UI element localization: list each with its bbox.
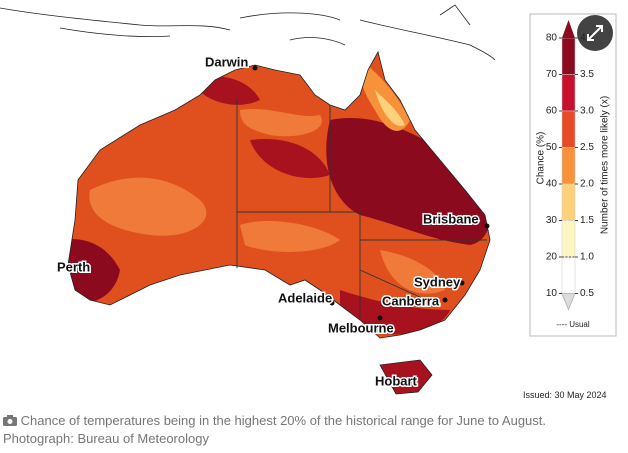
legend-bottom-arrow: [561, 293, 576, 311]
caption-credit: Photograph: Bureau of Meteorology: [3, 431, 209, 446]
legend-top-arrow: [562, 20, 575, 38]
city-dot: [252, 65, 258, 71]
city-dot: [377, 315, 383, 321]
neighbour-coastlines: [0, 4, 496, 61]
caption: Chance of temperatures being in the high…: [3, 412, 623, 448]
city-dot: [459, 280, 465, 286]
issued-date: Issued: 30 May 2024: [523, 390, 607, 400]
legend-usual: ---- Usual: [556, 320, 590, 329]
legend-right-label: 2.0: [580, 179, 594, 190]
legend-right-label: 1.5: [580, 215, 594, 226]
city-dot: [329, 300, 335, 306]
legend-right-label: 3.0: [580, 106, 594, 117]
state-borders: [236, 98, 487, 318]
city-dot: [412, 375, 418, 381]
legend-band: [561, 147, 576, 185]
legend-left-label: 30: [546, 215, 558, 226]
city-dot: [484, 223, 490, 229]
city-label: Perth: [57, 259, 90, 274]
legend-left-label: 20: [546, 252, 558, 263]
city-label: Hobart: [375, 373, 418, 388]
legend-band: [561, 74, 576, 112]
legend-right-label: 0.5: [580, 288, 594, 299]
legend: 80706050403020104.03.53.02.52.01.51.00.5…: [529, 13, 617, 337]
city-dot: [69, 265, 75, 271]
legend-right-label: 3.5: [580, 69, 594, 80]
forecast-map: Darwin Perth Adelaide Melbourne Canberra Sydn…: [0, 4, 617, 400]
city-label: Sydney: [414, 274, 461, 289]
caption-text: Chance of temperatures being in the high…: [20, 413, 547, 428]
city-dot: [442, 297, 448, 303]
expand-icon[interactable]: [587, 25, 603, 41]
city-label: Melbourne: [328, 320, 394, 335]
legend-left-label: 50: [546, 142, 558, 153]
city-label: Darwin: [205, 54, 248, 69]
legend-left-title: Chance (%): [536, 132, 547, 185]
legend-left-label: 10: [546, 288, 558, 299]
expand-button[interactable]: [577, 15, 613, 51]
legend-left-label: 80: [546, 33, 558, 44]
camera-icon: [3, 415, 17, 426]
city-label: Brisbane: [423, 211, 479, 226]
legend-band: [561, 220, 576, 258]
tasmania: [379, 359, 433, 395]
legend-right-title: Number of times more likely (x): [600, 96, 611, 234]
legend-right-label: 2.5: [580, 142, 594, 153]
legend-band: [561, 110, 576, 148]
legend-band: [561, 183, 576, 221]
legend-band: [561, 256, 576, 294]
legend-left-label: 60: [546, 106, 558, 117]
legend-left-label: 40: [546, 179, 558, 190]
city-labels: Darwin Perth Adelaide Melbourne Canberra Sydn…: [56, 53, 490, 390]
legend-left-label: 70: [546, 69, 558, 80]
city-label: Adelaide: [278, 290, 332, 305]
legend-right-label: 1.0: [580, 252, 594, 263]
legend-band: [561, 37, 576, 75]
city-label: Canberra: [382, 293, 440, 308]
